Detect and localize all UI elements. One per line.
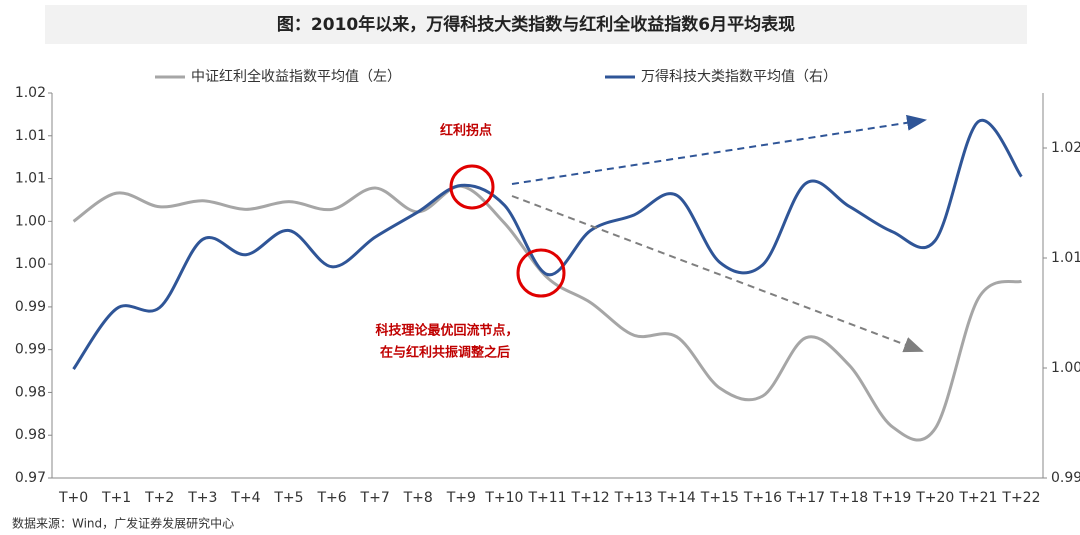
- y-tick-label: 0.99: [15, 299, 46, 315]
- x-tick-label: T+4: [230, 490, 260, 506]
- x-tick-label: T+3: [187, 490, 217, 506]
- y-tick-label: 0.99: [15, 342, 46, 358]
- x-tick-label: T+8: [403, 490, 433, 506]
- chart-title: 图：2010年以来，万得科技大类指数与红利全收益指数6月平均表现: [277, 14, 795, 35]
- y2-tick-label: 1.02: [1051, 140, 1080, 156]
- x-tick-label: T+9: [446, 490, 476, 506]
- title-bar: [45, 5, 1027, 44]
- highlight-circle: [449, 164, 495, 210]
- x-tick-label: T+1: [101, 490, 131, 506]
- x-tick-label: T+14: [657, 490, 696, 506]
- x-tick-label: T+19: [872, 490, 911, 506]
- y-tick-label: 1.01: [15, 128, 46, 144]
- x-tick-label: T+5: [273, 490, 303, 506]
- y-tick-label: 1.00: [15, 213, 46, 229]
- source-note: 数据来源：Wind，广发证券发展研究中心: [12, 516, 234, 531]
- y2-tick-label: 1.00: [1051, 360, 1080, 376]
- x-tick-label: T+18: [829, 490, 868, 506]
- annotation: 科技理论最优回流节点，: [375, 323, 518, 339]
- series-line: [72, 118, 1023, 370]
- x-tick-label: T+7: [360, 490, 390, 506]
- annotation: 红利拐点: [440, 123, 492, 139]
- x-tick-label: T+6: [316, 490, 346, 506]
- x-tick-label: T+11: [527, 490, 566, 506]
- legend-label: 万得科技大类指数平均值（右）: [641, 68, 837, 85]
- y-tick-label: 0.98: [15, 384, 46, 400]
- x-tick-label: T+0: [58, 490, 88, 506]
- y-tick-label: 1.01: [15, 171, 46, 187]
- x-tick-label: T+12: [571, 490, 610, 506]
- y-tick-label: 1.00: [15, 256, 46, 272]
- x-tick-label: T+17: [786, 490, 825, 506]
- overlay: [449, 114, 927, 353]
- x-tick-label: T+15: [700, 490, 739, 506]
- arrow: [511, 114, 927, 185]
- x-tick-label: T+22: [1001, 490, 1040, 506]
- x-tick-label: T+16: [743, 490, 782, 506]
- x-tick-label: T+21: [958, 490, 997, 506]
- x-tick-label: T+20: [915, 490, 954, 506]
- y2-tick-label: 1.01: [1051, 250, 1080, 266]
- arrow: [511, 195, 924, 353]
- x-tick-label: T+13: [614, 490, 653, 506]
- y-tick-label: 0.97: [15, 470, 46, 486]
- plot: 0.97 0.98 0.98 0.99 0.99 1.00 1.00 1.01 1.01 1.02…: [15, 68, 1080, 506]
- x-tick-label: T+10: [484, 490, 523, 506]
- x-tick-label: T+2: [144, 490, 174, 506]
- y-tick-label: 1.02: [15, 85, 46, 101]
- annotation: 在与红利共振调整之后: [380, 345, 510, 361]
- y-tick-label: 0.98: [15, 427, 46, 443]
- legend-label: 中证红利全收益指数平均值（左）: [191, 68, 401, 85]
- y2-tick-label: 0.99: [1051, 470, 1080, 486]
- highlight-circle: [516, 248, 566, 298]
